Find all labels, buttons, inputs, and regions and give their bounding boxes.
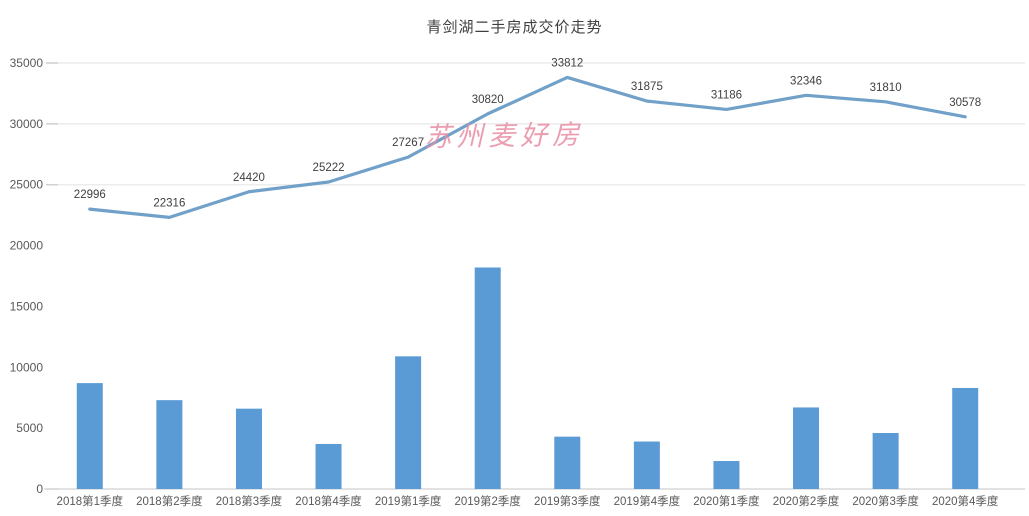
y-tick-label: 0 xyxy=(36,482,43,496)
bar xyxy=(713,461,740,489)
chart-title: 青剑湖二手房成交价走势 xyxy=(426,19,603,36)
x-axis-label: 2018第4季度 xyxy=(295,494,362,508)
bar xyxy=(76,383,103,489)
bar xyxy=(952,387,979,489)
y-tick-label: 10000 xyxy=(10,360,44,374)
bar xyxy=(156,400,183,489)
bar xyxy=(315,443,342,489)
x-axis-label: 2020第2季度 xyxy=(773,494,840,508)
x-axis-label: 2019第1季度 xyxy=(375,494,442,508)
x-axis-label: 2018第2季度 xyxy=(136,494,203,508)
y-tick-label: 20000 xyxy=(10,239,44,253)
x-axis-label: 2019第2季度 xyxy=(454,494,521,508)
bar xyxy=(554,436,581,489)
x-axis-label: 2020第4季度 xyxy=(932,494,999,508)
bar xyxy=(474,267,501,489)
x-axis-label: 2020第3季度 xyxy=(852,494,919,508)
point-label: 22316 xyxy=(153,197,185,209)
point-label: 31810 xyxy=(870,82,902,94)
x-axis-label: 2019第3季度 xyxy=(534,494,601,508)
point-label: 24420 xyxy=(233,172,265,184)
bar xyxy=(633,441,660,489)
bar xyxy=(793,407,820,489)
y-tick-label: 25000 xyxy=(10,178,44,192)
point-label: 27267 xyxy=(392,137,424,149)
point-label: 31875 xyxy=(631,81,663,93)
x-axis-label: 2018第1季度 xyxy=(57,494,124,508)
trend-line xyxy=(88,75,967,219)
point-label: 22996 xyxy=(74,189,106,201)
x-axis-label: 2019第4季度 xyxy=(614,494,681,508)
point-label: 32346 xyxy=(790,75,822,87)
bar xyxy=(872,433,899,489)
point-label: 33812 xyxy=(551,57,583,69)
y-tick-label: 15000 xyxy=(10,299,44,313)
x-axis-label: 2018第3季度 xyxy=(216,494,283,508)
point-label: 30578 xyxy=(949,97,981,109)
point-label: 31186 xyxy=(711,89,742,101)
y-tick-label: 35000 xyxy=(10,56,44,70)
point-label: 30820 xyxy=(472,94,504,106)
y-tick-label: 30000 xyxy=(10,117,44,131)
bar xyxy=(235,408,262,489)
point-label: 25222 xyxy=(313,162,345,174)
x-axis-label: 2020第1季度 xyxy=(693,494,760,508)
y-tick-label: 5000 xyxy=(16,421,43,435)
bar xyxy=(395,356,422,489)
